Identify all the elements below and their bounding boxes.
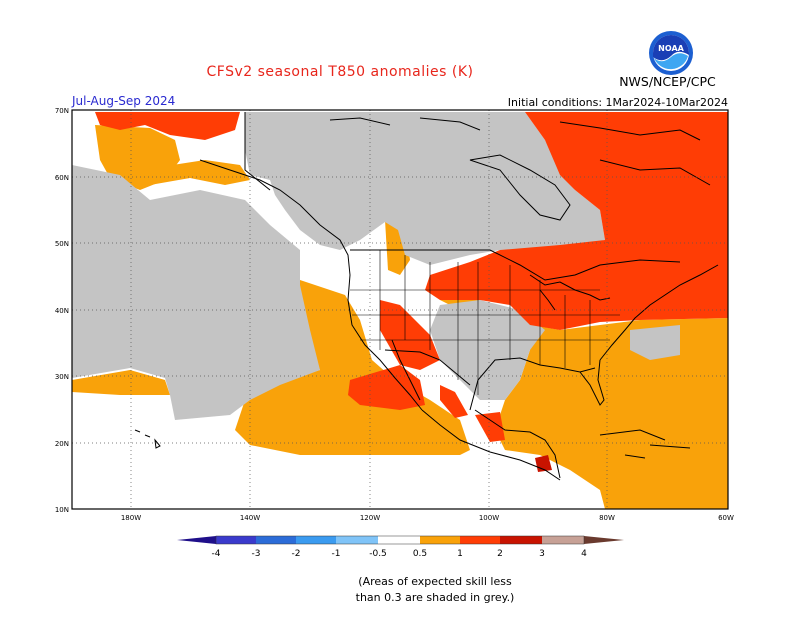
legend-swatch-8 [500, 536, 542, 544]
footnote-line-1: (Areas of expected skill less [358, 575, 512, 588]
skill-footnote: (Areas of expected skill less than 0.3 a… [300, 574, 570, 606]
legend-tick-labels: -4 -3 -2 -1 -0.5 0.5 1 2 3 4 [212, 549, 588, 559]
lon-label-120w: 120W [360, 514, 380, 522]
legend-swatch-4 [336, 536, 378, 544]
legend-arrow-low [177, 536, 216, 544]
color-legend [177, 535, 624, 545]
map-frame [71, 109, 729, 510]
legend-tick: -0.5 [369, 549, 387, 559]
lat-label-20n: 20N [55, 440, 69, 448]
lon-label-100w: 100W [479, 514, 499, 522]
state-borders [350, 250, 620, 395]
legend-swatch-6 [420, 536, 460, 544]
legend-tick: -1 [332, 549, 341, 559]
anomaly-1-2-regions [95, 112, 728, 442]
hawaii-islands [134, 429, 161, 449]
legend-arrow-high [584, 536, 624, 544]
lat-label-70n: 70N [55, 107, 69, 115]
lat-label-10n: 10N [55, 506, 69, 514]
legend-swatch-1 [216, 536, 256, 544]
lat-label-40n: 40N [55, 307, 69, 315]
graticule [72, 110, 728, 509]
legend-tick: -4 [212, 549, 221, 559]
noaa-logo: NOAA [649, 31, 693, 75]
legend-tick: 4 [581, 549, 587, 559]
map-title: CFSv2 seasonal T850 anomalies (K) [206, 64, 474, 80]
legend-tick: -2 [292, 549, 301, 559]
legend-swatch-9 [542, 536, 584, 544]
lon-label-180w: 180W [121, 514, 141, 522]
lat-label-30n: 30N [55, 373, 69, 381]
lon-label-80w: 80W [599, 514, 615, 522]
legend-tick: 3 [539, 549, 545, 559]
agency-label: NWS/NCEP/CPC [619, 74, 716, 89]
legend-tick: 1 [457, 549, 463, 559]
legend-swatch-2 [256, 536, 296, 544]
legend-tick: 0.5 [413, 549, 427, 559]
latitude-labels: 70N 60N 50N 40N 30N 20N 10N [55, 107, 69, 514]
lat-label-50n: 50N [55, 240, 69, 248]
lat-label-60n: 60N [55, 174, 69, 182]
legend-swatch-3 [296, 536, 336, 544]
legend-tick: -3 [252, 549, 261, 559]
forecast-period: Jul-Aug-Sep 2024 [72, 94, 176, 108]
legend-swatch-5 [378, 536, 420, 544]
noaa-logo-text: NOAA [658, 44, 684, 53]
legend-swatch-7 [460, 536, 500, 544]
low-skill-grey-regions [72, 112, 680, 420]
legend-tick: 2 [497, 549, 503, 559]
longitude-labels: 180W 140W 120W 100W 80W 60W [121, 514, 734, 522]
initial-conditions: Initial conditions: 1Mar2024-10Mar2024 [507, 96, 728, 109]
footnote-line-2: than 0.3 are shaded in grey.) [355, 591, 515, 604]
coastlines [199, 112, 719, 481]
lon-label-60w: 60W [718, 514, 734, 522]
lon-label-140w: 140W [240, 514, 260, 522]
